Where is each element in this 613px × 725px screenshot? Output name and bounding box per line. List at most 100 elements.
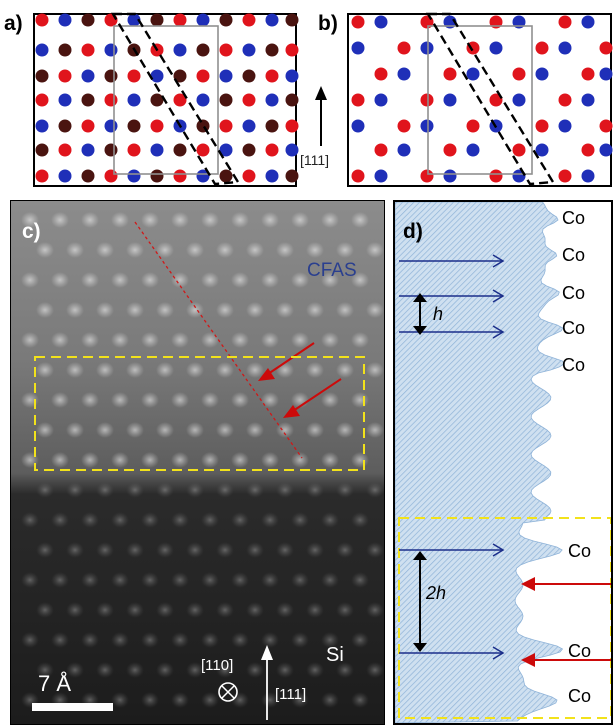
atom xyxy=(196,69,210,83)
atomic-column xyxy=(306,662,324,678)
atom xyxy=(443,169,457,183)
atomic-column xyxy=(126,602,144,618)
atomic-column xyxy=(201,212,219,228)
atomic-column xyxy=(201,392,219,408)
direction-label: [111] xyxy=(300,152,330,168)
atom xyxy=(443,143,457,157)
atomic-column xyxy=(51,272,69,288)
co-label-1: Co xyxy=(562,208,586,228)
atom xyxy=(265,93,279,107)
atom xyxy=(35,143,49,157)
atomic-column xyxy=(276,242,294,258)
atomic-column xyxy=(126,422,144,438)
atomic-column xyxy=(141,332,159,348)
atomic-column xyxy=(81,332,99,348)
atomic-column xyxy=(306,602,324,618)
atom xyxy=(104,43,118,57)
panel-d-label: d) xyxy=(403,220,423,243)
atom xyxy=(265,13,279,27)
co-label-6: Co xyxy=(568,541,592,561)
atom xyxy=(285,93,299,107)
atomic-column xyxy=(171,632,189,648)
atomic-column xyxy=(171,572,189,588)
atom xyxy=(285,13,299,27)
atom xyxy=(599,67,613,81)
atomic-column xyxy=(171,272,189,288)
atomic-column xyxy=(351,572,369,588)
atom xyxy=(127,69,141,83)
atom xyxy=(81,13,95,27)
atomic-column xyxy=(366,242,384,258)
atomic-column xyxy=(351,452,369,468)
atomic-column xyxy=(171,332,189,348)
atomic-column xyxy=(141,272,159,288)
atomic-column xyxy=(171,452,189,468)
atomic-column xyxy=(291,272,309,288)
atomic-column xyxy=(126,302,144,318)
atom xyxy=(150,143,164,157)
atomic-column xyxy=(216,302,234,318)
co-label-4: Co xyxy=(562,318,586,338)
atomic-column xyxy=(186,422,204,438)
atomic-column xyxy=(126,242,144,258)
atomic-column xyxy=(321,512,339,528)
atomic-column xyxy=(201,692,219,708)
atomic-column xyxy=(36,602,54,618)
atom xyxy=(242,69,256,83)
atomic-column xyxy=(306,362,324,378)
scalebar-label: 7 Å xyxy=(38,671,72,696)
atom xyxy=(374,169,388,183)
atomic-column xyxy=(216,662,234,678)
atomic-column xyxy=(321,272,339,288)
atomic-column xyxy=(336,662,354,678)
atomic-column xyxy=(336,602,354,618)
atom xyxy=(265,169,279,183)
atom xyxy=(127,143,141,157)
atomic-column xyxy=(276,362,294,378)
atom xyxy=(285,169,299,183)
atomic-column xyxy=(156,422,174,438)
atomic-column xyxy=(276,542,294,558)
atom xyxy=(35,119,49,133)
atom xyxy=(581,67,595,81)
atom xyxy=(535,41,549,55)
atomic-column xyxy=(366,362,384,378)
atomic-column xyxy=(246,302,264,318)
atomic-column xyxy=(336,242,354,258)
atom xyxy=(443,67,457,81)
atom xyxy=(443,93,457,107)
atom xyxy=(35,69,49,83)
into-page-icon xyxy=(218,682,238,702)
atomic-column xyxy=(141,392,159,408)
atom xyxy=(219,119,233,133)
atom xyxy=(512,143,526,157)
atomic-column xyxy=(186,482,204,498)
atomic-column xyxy=(351,632,369,648)
atomic-column xyxy=(111,392,129,408)
atomic-column xyxy=(81,392,99,408)
atomic-columns xyxy=(21,212,384,708)
atom xyxy=(512,67,526,81)
atomic-column xyxy=(66,542,84,558)
atomic-column xyxy=(366,662,384,678)
atomic-column xyxy=(126,542,144,558)
atomic-column xyxy=(156,482,174,498)
atom xyxy=(58,43,72,57)
atomic-column xyxy=(51,212,69,228)
atomic-column xyxy=(351,692,369,708)
atomic-column xyxy=(306,242,324,258)
atomic-column xyxy=(66,302,84,318)
atomic-column xyxy=(81,452,99,468)
atomic-column xyxy=(366,542,384,558)
atom xyxy=(58,13,72,27)
atomic-column xyxy=(261,452,279,468)
atomic-column xyxy=(66,362,84,378)
atomic-column xyxy=(96,242,114,258)
co-label-5: Co xyxy=(562,355,586,375)
h-label: h xyxy=(433,304,444,324)
atomic-column xyxy=(126,662,144,678)
atom xyxy=(58,143,72,157)
atom xyxy=(196,13,210,27)
atom xyxy=(489,93,503,107)
atomic-column xyxy=(231,332,249,348)
